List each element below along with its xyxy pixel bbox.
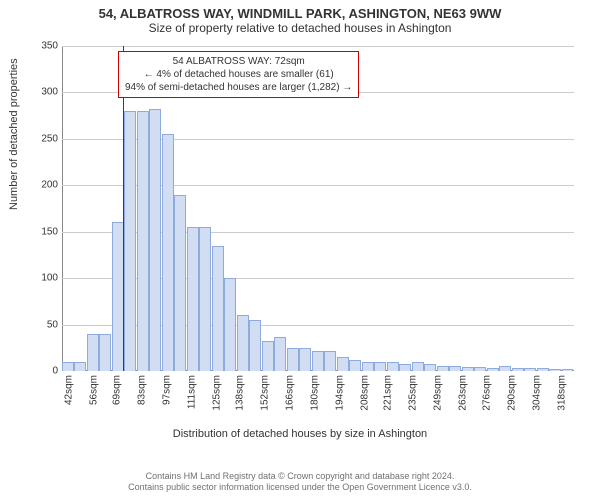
histogram-bar [199,227,211,371]
x-tick-label: 83sqm [137,375,148,405]
y-tick-label: 300 [41,87,62,98]
x-tick-label: 276sqm [481,375,492,411]
histogram-bar [287,348,299,371]
histogram-bar [187,227,199,371]
histogram-bar [487,368,499,371]
histogram-bar [499,366,511,371]
x-tick-label: 42sqm [64,375,75,405]
histogram-bar [387,362,399,371]
x-tick-label: 263sqm [458,375,469,411]
histogram-bar [549,369,561,371]
annotation-line-1: 54 ALBATROSS WAY: 72sqm [125,55,352,68]
y-tick-label: 0 [52,366,62,377]
histogram-bar [162,134,174,371]
histogram-bar [87,334,99,371]
copyright-line-1: Contains HM Land Registry data © Crown c… [0,471,600,483]
histogram-bar [324,351,336,371]
x-tick-label: 69sqm [112,375,123,405]
histogram-bar [312,351,324,371]
x-tick-label: 180sqm [310,375,321,411]
histogram-bar [74,362,86,371]
annotation-box: 54 ALBATROSS WAY: 72sqm← 4% of detached … [118,51,359,98]
histogram-bar [337,357,349,371]
y-tick-label: 50 [47,319,62,330]
histogram-bar [474,367,486,371]
histogram-bar [349,360,361,371]
histogram-bar [274,337,286,371]
histogram-bar [362,362,374,371]
x-tick-label: 166sqm [285,375,296,411]
histogram-bar [437,366,449,371]
histogram-bar [99,334,111,371]
x-tick-label: 249sqm [433,375,444,411]
histogram-bar [137,111,149,371]
histogram-chart: 05010015020025030035042sqm56sqm69sqm83sq… [62,46,574,371]
annotation-line-3: 94% of semi-detached houses are larger (… [125,81,352,94]
y-axis-line [62,46,63,371]
histogram-bar [174,195,186,371]
histogram-bar [512,368,524,371]
x-tick-label: 138sqm [235,375,246,411]
histogram-bar [62,362,74,371]
annotation-line-2: ← 4% of detached houses are smaller (61) [125,68,352,81]
histogram-bar [237,315,249,371]
x-tick-label: 56sqm [89,375,100,405]
x-tick-label: 290sqm [506,375,517,411]
y-tick-label: 150 [41,226,62,237]
y-tick-label: 200 [41,180,62,191]
x-tick-label: 221sqm [383,375,394,411]
page-subtitle: Size of property relative to detached ho… [0,21,600,39]
histogram-bar [524,368,536,371]
histogram-bar [562,369,574,371]
histogram-bar [424,364,436,371]
x-tick-label: 208sqm [360,375,371,411]
histogram-bar [124,111,136,371]
x-tick-label: 152sqm [260,375,271,411]
x-axis-label: Distribution of detached houses by size … [0,428,600,440]
histogram-bar [399,364,411,371]
y-tick-label: 250 [41,133,62,144]
histogram-bar [462,367,474,371]
histogram-bar [224,278,236,371]
copyright-line-2: Contains public sector information licen… [0,482,600,494]
histogram-bar [537,368,549,371]
histogram-bar [149,109,161,371]
x-tick-label: 235sqm [408,375,419,411]
x-tick-label: 125sqm [212,375,223,411]
copyright-notice: Contains HM Land Registry data © Crown c… [0,471,600,494]
x-tick-label: 304sqm [531,375,542,411]
x-tick-label: 318sqm [556,375,567,411]
histogram-bar [374,362,386,371]
x-tick-label: 194sqm [335,375,346,411]
histogram-bar [212,246,224,371]
histogram-bar [412,362,424,371]
y-tick-label: 100 [41,273,62,284]
x-tick-label: 111sqm [187,375,198,409]
y-axis-label: Number of detached properties [8,58,20,210]
histogram-bar [262,341,274,371]
x-tick-label: 97sqm [162,375,173,405]
gridline [62,46,574,47]
page-title: 54, ALBATROSS WAY, WINDMILL PARK, ASHING… [0,0,600,21]
histogram-bar [449,366,461,371]
histogram-bar [299,348,311,371]
histogram-bar [249,320,261,371]
y-tick-label: 350 [41,41,62,52]
